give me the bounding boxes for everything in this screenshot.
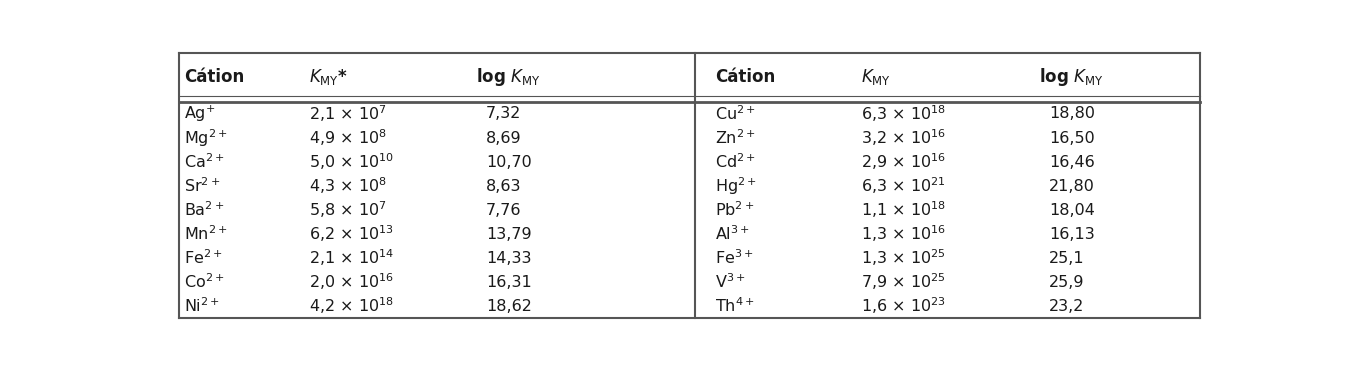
- Text: $\mathit{K}_{\mathrm{MY}}$*: $\mathit{K}_{\mathrm{MY}}$*: [309, 67, 348, 87]
- Text: Mg$^{2+}$: Mg$^{2+}$: [184, 127, 227, 149]
- Text: Cd$^{2+}$: Cd$^{2+}$: [716, 153, 756, 171]
- Text: 4,3 × 10$^{8}$: 4,3 × 10$^{8}$: [309, 176, 387, 196]
- Text: Fe$^{3+}$: Fe$^{3+}$: [716, 249, 755, 268]
- Text: 25,9: 25,9: [1049, 275, 1084, 290]
- Text: 10,70: 10,70: [486, 155, 531, 170]
- Text: 8,63: 8,63: [486, 178, 522, 193]
- Text: Zn$^{2+}$: Zn$^{2+}$: [716, 129, 756, 148]
- Text: 4,2 × 10$^{18}$: 4,2 × 10$^{18}$: [309, 296, 394, 316]
- Text: 7,32: 7,32: [486, 106, 522, 121]
- Text: 2,9 × 10$^{16}$: 2,9 × 10$^{16}$: [861, 152, 947, 172]
- Text: Cátion: Cátion: [716, 68, 776, 86]
- Text: 18,62: 18,62: [486, 299, 531, 314]
- Text: 14,33: 14,33: [486, 251, 531, 266]
- Text: log $\mathit{K}_{\mathrm{MY}}$: log $\mathit{K}_{\mathrm{MY}}$: [1038, 66, 1103, 88]
- Text: 23,2: 23,2: [1049, 299, 1084, 314]
- Text: 2,1 × 10$^{7}$: 2,1 × 10$^{7}$: [309, 103, 386, 124]
- Text: 4,9 × 10$^{8}$: 4,9 × 10$^{8}$: [309, 128, 387, 148]
- Text: 13,79: 13,79: [486, 226, 531, 241]
- Text: 1,6 × 10$^{23}$: 1,6 × 10$^{23}$: [861, 296, 946, 316]
- Text: log $\mathit{K}_{\mathrm{MY}}$: log $\mathit{K}_{\mathrm{MY}}$: [476, 66, 541, 88]
- Text: Th$^{4+}$: Th$^{4+}$: [716, 297, 755, 316]
- Text: 16,50: 16,50: [1049, 131, 1095, 145]
- Text: Cu$^{2+}$: Cu$^{2+}$: [716, 105, 756, 123]
- Text: 6,3 × 10$^{21}$: 6,3 × 10$^{21}$: [861, 176, 946, 196]
- Text: 1,3 × 10$^{25}$: 1,3 × 10$^{25}$: [861, 248, 946, 268]
- Text: Ba$^{2+}$: Ba$^{2+}$: [184, 201, 225, 219]
- Text: Cátion: Cátion: [184, 68, 243, 86]
- Text: Ca$^{2+}$: Ca$^{2+}$: [184, 153, 225, 171]
- Text: 7,76: 7,76: [486, 203, 522, 218]
- Text: Al$^{3+}$: Al$^{3+}$: [716, 225, 751, 243]
- Text: 18,80: 18,80: [1049, 106, 1095, 121]
- Text: 5,0 × 10$^{10}$: 5,0 × 10$^{10}$: [309, 152, 394, 172]
- Text: 16,13: 16,13: [1049, 226, 1095, 241]
- Text: 18,04: 18,04: [1049, 203, 1095, 218]
- Text: 25,1: 25,1: [1049, 251, 1084, 266]
- Text: 3,2 × 10$^{16}$: 3,2 × 10$^{16}$: [861, 128, 947, 148]
- Text: 2,0 × 10$^{16}$: 2,0 × 10$^{16}$: [309, 272, 394, 292]
- Text: 6,3 × 10$^{18}$: 6,3 × 10$^{18}$: [861, 103, 947, 124]
- Text: Co$^{2+}$: Co$^{2+}$: [184, 273, 225, 291]
- Text: 2,1 × 10$^{14}$: 2,1 × 10$^{14}$: [309, 248, 394, 268]
- Text: Pb$^{2+}$: Pb$^{2+}$: [716, 201, 755, 219]
- Text: 8,69: 8,69: [486, 131, 522, 145]
- Text: Sr$^{2+}$: Sr$^{2+}$: [184, 177, 221, 195]
- Text: V$^{3+}$: V$^{3+}$: [716, 273, 746, 291]
- Text: Fe$^{2+}$: Fe$^{2+}$: [184, 249, 222, 268]
- Text: 1,3 × 10$^{16}$: 1,3 × 10$^{16}$: [861, 224, 947, 244]
- Text: 21,80: 21,80: [1049, 178, 1095, 193]
- Text: Ag$^{+}$: Ag$^{+}$: [184, 104, 215, 124]
- Text: 6,2 × 10$^{13}$: 6,2 × 10$^{13}$: [309, 224, 394, 244]
- Text: 16,31: 16,31: [486, 275, 531, 290]
- Text: Hg$^{2+}$: Hg$^{2+}$: [716, 175, 757, 197]
- Text: 1,1 × 10$^{18}$: 1,1 × 10$^{18}$: [861, 200, 947, 221]
- Text: 5,8 × 10$^{7}$: 5,8 × 10$^{7}$: [309, 200, 386, 221]
- Text: $\mathit{K}_{\mathrm{MY}}$: $\mathit{K}_{\mathrm{MY}}$: [861, 67, 892, 87]
- Text: Ni$^{2+}$: Ni$^{2+}$: [184, 297, 219, 316]
- Text: Mn$^{2+}$: Mn$^{2+}$: [184, 225, 227, 243]
- Text: 7,9 × 10$^{25}$: 7,9 × 10$^{25}$: [861, 272, 946, 292]
- Text: 16,46: 16,46: [1049, 155, 1095, 170]
